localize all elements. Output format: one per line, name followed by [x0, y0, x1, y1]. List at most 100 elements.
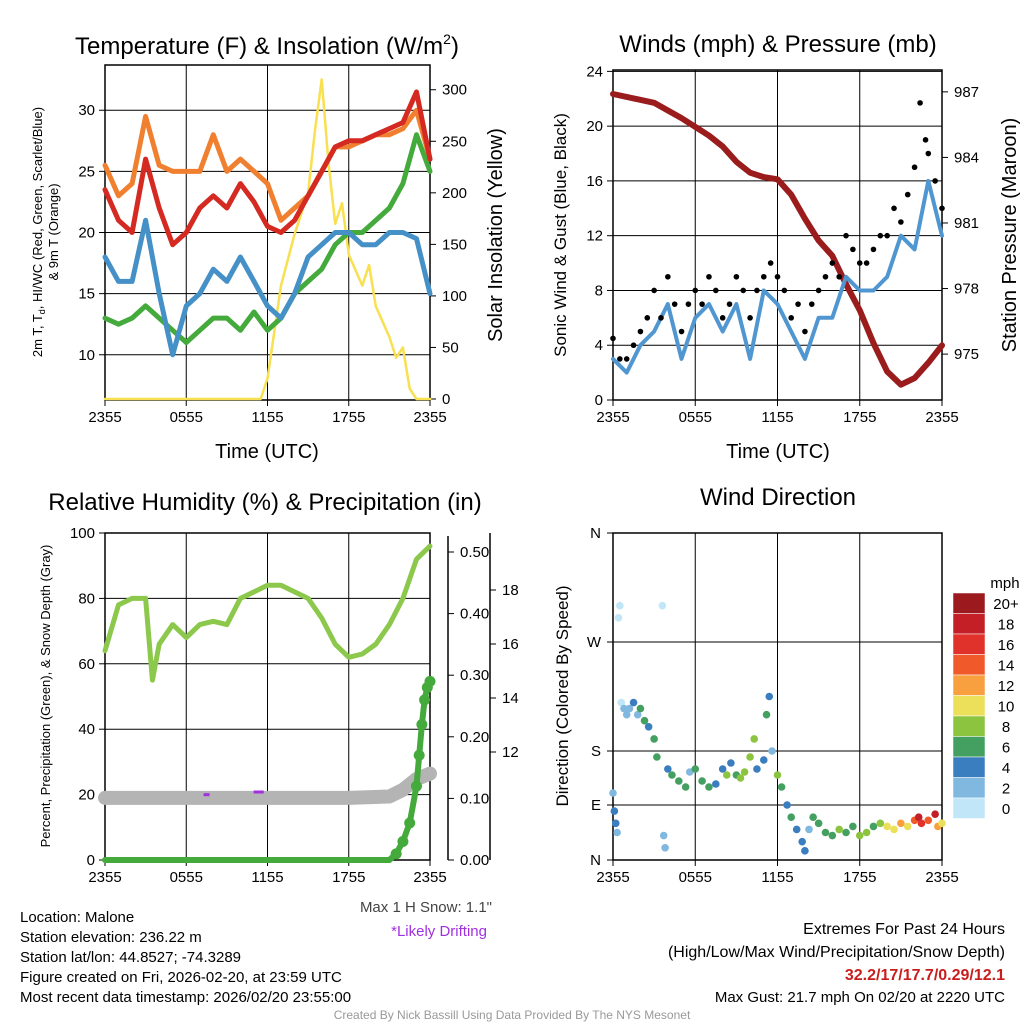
precip-point — [410, 780, 422, 792]
winds-panel-x-tick-label: 0555 — [679, 409, 712, 426]
winds-panel-x-tick-label: 2355 — [596, 409, 629, 426]
gust-point — [671, 301, 678, 307]
solar-y-tick-label: 150 — [442, 236, 467, 253]
dir-y-tick-label: N — [590, 852, 601, 869]
wind-dir-point — [617, 698, 626, 707]
temp-panel-x-tick-label: 1155 — [251, 409, 283, 426]
temp-left-label-2: & 9m T (Orange) — [46, 183, 61, 280]
wind-dir-point — [805, 825, 813, 834]
gust-point — [877, 232, 884, 239]
wind-dir-point — [924, 816, 933, 825]
gust-point — [856, 260, 863, 266]
wind-dir-point — [876, 819, 885, 828]
wind-dir-point — [869, 822, 878, 831]
wind-dir-point — [759, 756, 768, 764]
solar-y-tick-label: 250 — [442, 133, 467, 150]
gust-point — [678, 328, 685, 335]
temp-y-tick-label: 30 — [78, 102, 95, 119]
wind-dir-point — [736, 774, 745, 782]
wind-y-tick-label: 20 — [586, 118, 603, 135]
wind-dir-point — [661, 843, 669, 852]
wind-y-tick-label: 12 — [586, 228, 603, 245]
dir-panel-x-tick-label: 1155 — [761, 869, 793, 886]
pressure-y-tick-label: 984 — [954, 149, 979, 166]
wind-dir-point — [753, 765, 761, 773]
rh-y-tick-label: 60 — [78, 656, 95, 673]
snow-y-tick-label: 12 — [502, 744, 519, 761]
colorbar-label: 18 — [998, 617, 1015, 634]
temp-x-label: Time (UTC) — [215, 441, 319, 463]
wind-dir-point — [658, 601, 667, 610]
wind-dir-point — [614, 613, 623, 622]
wind-y-tick-label: 4 — [595, 337, 603, 354]
precip-line — [102, 678, 433, 863]
extremes-title: Extremes For Past 24 Hours — [803, 921, 1005, 938]
dir-panel-x-tick-label: 2355 — [596, 869, 629, 886]
wind-dir-point — [664, 765, 672, 773]
gust-point — [630, 342, 637, 349]
temp-panel-x-tick-label: 2355 — [88, 409, 121, 426]
pressure-y-tick-label: 987 — [954, 84, 979, 101]
colorbar-label: 8 — [1002, 719, 1010, 736]
drifting-marker — [257, 790, 264, 794]
winds-title: Winds (mph) & Pressure (mb) — [619, 31, 936, 58]
wind-dir-point — [750, 735, 758, 743]
gust-point — [706, 273, 712, 280]
colorbar-label: 12 — [998, 678, 1015, 695]
wind-dir-point — [613, 828, 621, 837]
colorbar-swatch — [952, 777, 986, 799]
colorbar-swatch — [952, 633, 986, 655]
gust-point — [925, 150, 932, 157]
gust-point — [713, 287, 719, 294]
wind-dir-point — [917, 819, 926, 828]
wind-y-tick-label: 8 — [595, 282, 603, 299]
info-latlon: Station lat/lon: 44.8527; -74.3289 — [20, 949, 241, 966]
series-wc-line — [102, 217, 433, 358]
colorbar-swatch — [952, 592, 986, 614]
precip-point — [404, 817, 416, 829]
info-recent: Most recent data timestamp: 2026/02/20 2… — [20, 989, 351, 1006]
series-td-line — [102, 132, 433, 345]
wind-dir-point — [625, 704, 634, 713]
wind-dir-point — [855, 831, 864, 840]
rh-y-tick-label: 40 — [78, 721, 95, 738]
info-elevation: Station elevation: 236.22 m — [20, 929, 202, 946]
colorbar-swatch — [952, 674, 986, 696]
wind-dir-point — [849, 822, 857, 831]
temp-title: Temperature (F) & Insolation (W/m2) — [75, 31, 459, 60]
dir-y-tick-label: N — [590, 525, 601, 542]
temp-y-tick-label: 20 — [78, 225, 95, 242]
temp-left-label: 2m T, Td, HI/WC (Red, Green, Scarlet/Blu… — [30, 107, 47, 357]
precip-y-tick-label: 0.10 — [460, 790, 489, 807]
wind-dir-point — [691, 765, 700, 773]
colorbar-swatch — [952, 736, 986, 758]
dir-panel-x-tick-label: 1755 — [843, 869, 876, 886]
rh-y-tick-label: 80 — [78, 590, 95, 607]
colorbar-label: 14 — [998, 658, 1015, 675]
precip-point — [416, 718, 428, 730]
wind-dir-point — [659, 831, 668, 840]
gust-point — [754, 287, 760, 294]
gust-point — [760, 273, 767, 280]
precip-y-tick-label: 0.50 — [460, 544, 489, 561]
wind-dir-point — [616, 601, 624, 610]
gust-point — [917, 100, 923, 106]
wind-dir-point — [883, 822, 891, 831]
wind-dir-point — [828, 831, 837, 840]
extremes-gust: Max Gust: 21.7 mph On 02/20 at 2220 UTC — [715, 989, 1005, 1006]
rh-y-tick-label: 100 — [70, 525, 95, 542]
gust-point — [788, 315, 795, 321]
gust-point — [719, 315, 726, 321]
gust-point — [863, 260, 870, 266]
gust-point — [911, 164, 918, 171]
info-created: Figure created on Fri, 2026-02-20, at 23… — [20, 969, 342, 986]
wind-dir-point — [629, 698, 638, 707]
dir-y-tick-label: S — [591, 743, 601, 760]
precip-point — [419, 694, 431, 706]
wind-y-tick-label: 16 — [586, 173, 603, 190]
dir-panel-x-tick-label: 0555 — [679, 869, 712, 886]
gust-point — [651, 287, 657, 294]
gust-point — [740, 287, 747, 294]
colorbar-swatch — [952, 756, 986, 778]
